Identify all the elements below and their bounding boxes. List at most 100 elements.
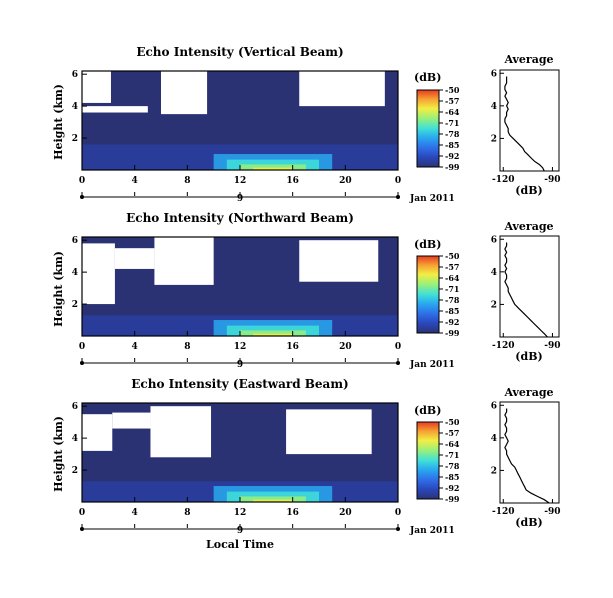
colorbar-tick-label: -99: [445, 328, 460, 338]
profile-y-tick-label: 4: [491, 102, 497, 112]
y-tick-label: 4: [72, 434, 78, 444]
y-tick-label: 2: [72, 300, 78, 310]
colorbar-scale: [416, 255, 440, 334]
average-profile: Average -120 -90 2 4 6 (dB): [491, 386, 561, 529]
convective-echo-2: [240, 330, 306, 336]
y-axis-label: Height (km): [52, 84, 65, 160]
convective-echo-3: [253, 333, 293, 336]
y-ticks: 2 4 6: [72, 402, 87, 476]
colorbar-tick-label: -64: [445, 439, 460, 449]
y-tick-label: 2: [72, 134, 78, 144]
colorbar-tick-label: -99: [445, 162, 460, 172]
colorbar-tick-label: -78: [445, 129, 460, 139]
y-ticks: 2 4 6: [72, 236, 87, 310]
no-echo-region-3: [82, 106, 148, 113]
y-tick-label: 6: [72, 236, 78, 246]
x-ticks: 0 4 8 12 16 20 0: [79, 165, 401, 196]
y-ticks: 2 4 6: [72, 70, 87, 144]
profile-y-tick-label: 2: [491, 466, 497, 476]
profile-x-tick-label: -90: [544, 341, 560, 351]
colorbar-tick-label: -57: [445, 262, 459, 272]
profile-xlabel: (dB): [515, 184, 542, 197]
y-tick-label: 6: [72, 402, 78, 412]
x-tick-label: 8: [184, 508, 190, 518]
no-echo-region-2: [286, 409, 372, 455]
colorbar: (dB) -50-57-64-71-78-85-92-99: [414, 71, 460, 172]
heatmap-plot: [82, 237, 398, 336]
y-tick-label: 4: [72, 102, 78, 112]
y-tick-label: 2: [72, 466, 78, 476]
profile-title: Average: [503, 53, 553, 66]
date-axis: 9 Jan 2011: [80, 194, 455, 204]
convective-echo-2: [240, 496, 306, 502]
y-tick-label: 6: [72, 70, 78, 80]
colorbar-tick-label: -85: [445, 306, 459, 316]
x-tick-label: 4: [132, 176, 138, 186]
convective-echo-3: [253, 499, 293, 502]
x-tick-label: 12: [234, 508, 247, 518]
x-tick-label: 16: [286, 508, 299, 518]
x-tick-label: 8: [184, 342, 190, 352]
x-tick-label: 0: [395, 342, 401, 352]
profile-y-tick-label: 6: [491, 69, 497, 79]
colorbar-tick-label: -85: [445, 140, 459, 150]
profile-line: [504, 76, 545, 172]
x-tick-label: 20: [339, 176, 352, 186]
x-axis-label: Local Time: [206, 538, 274, 551]
colorbar-tick-label: -50: [445, 251, 460, 261]
profile-y-tick-label: 6: [491, 235, 497, 245]
date-label: 9: [237, 360, 243, 370]
colorbar-scale: [416, 89, 440, 168]
no-echo-region-1: [154, 237, 214, 285]
profile-y-tick-label: 2: [491, 134, 497, 144]
no-echo-region-3: [114, 248, 155, 269]
profile-x-tick-label: -120: [492, 175, 515, 185]
no-echo-region-0: [82, 414, 113, 451]
no-echo-region-2: [299, 71, 385, 107]
heatmap-plot: [82, 71, 398, 170]
row-eastward: Echo Intensity (Eastward Beam) Height (k…: [52, 377, 561, 551]
no-echo-region-2: [299, 240, 379, 282]
profile-y-tick-label: 4: [491, 268, 497, 278]
x-tick-label: 4: [132, 508, 138, 518]
colorbar-tick-label: -50: [445, 85, 460, 95]
x-tick-label: 20: [339, 342, 352, 352]
convective-echo-3: [253, 167, 293, 170]
x-tick-label: 16: [286, 342, 299, 352]
x-tick-label: 4: [132, 342, 138, 352]
colorbar-tick-label: -57: [445, 96, 459, 106]
profile-frame: [499, 235, 560, 338]
y-axis-label: Height (km): [52, 416, 65, 492]
colorbar-tick-label: -92: [445, 151, 459, 161]
profile-x-tick-label: -120: [492, 507, 515, 517]
convective-echo-2: [240, 164, 306, 170]
no-echo-region-0: [82, 71, 111, 103]
profile-frame: [499, 401, 560, 504]
x-tick-label: 20: [339, 508, 352, 518]
colorbar-tick-label: -92: [445, 483, 459, 493]
profile-xlabel: (dB): [515, 516, 542, 529]
profile-line: [504, 242, 548, 338]
colorbar-tick-label: -78: [445, 461, 460, 471]
chart-title: Echo Intensity (Northward Beam): [126, 211, 354, 225]
profile-x-tick-label: -120: [492, 341, 515, 351]
profile-xlabel: (dB): [515, 350, 542, 363]
date-suffix: Jan 2011: [409, 194, 455, 204]
y-axis-label: Height (km): [52, 251, 65, 327]
chart-title: Echo Intensity (Vertical Beam): [136, 45, 343, 59]
x-ticks: 0 4 8 12 16 20 0: [79, 331, 401, 362]
chart-title: Echo Intensity (Eastward Beam): [131, 377, 348, 391]
heatmap-plot: [82, 403, 398, 502]
profile-line: [504, 408, 550, 504]
x-tick-label: 12: [234, 342, 247, 352]
colorbar-tick-label: -99: [445, 494, 460, 504]
profile-x-tick-label: -90: [544, 507, 560, 517]
date-label: 9: [237, 526, 243, 536]
colorbar-tick-label: -71: [445, 450, 459, 460]
colorbar-tick-label: -64: [445, 107, 460, 117]
colorbar-scale: [416, 421, 440, 500]
x-tick-label: 0: [395, 176, 401, 186]
colorbar-tick-label: -85: [445, 472, 459, 482]
